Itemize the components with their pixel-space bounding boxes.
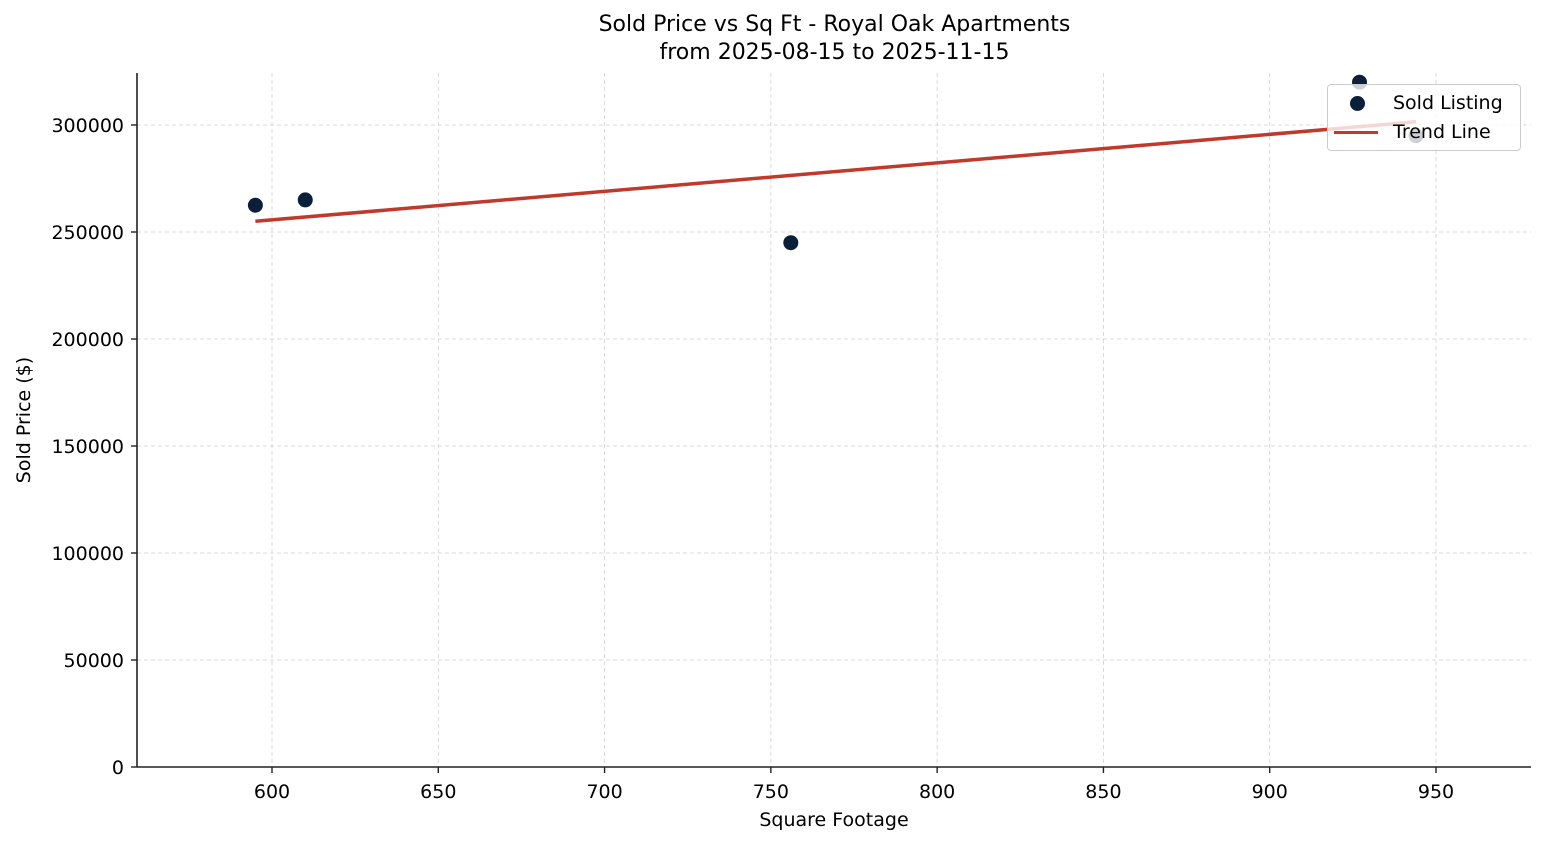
y-tick-label: 0 [112, 757, 124, 779]
line-icon [1334, 130, 1378, 134]
chart-subtitle: from 2025-08-15 to 2025-11-15 [659, 40, 1010, 65]
y-tick-label: 250000 [51, 222, 124, 244]
legend: Sold Listing Trend Line [1327, 84, 1521, 151]
legend-item-sold-listing: Sold Listing [1328, 89, 1520, 117]
data-point [783, 235, 799, 251]
x-tick-label: 750 [753, 781, 789, 803]
x-axis-label: Square Footage [759, 809, 908, 831]
legend-item-trend-line: Trend Line [1328, 118, 1520, 146]
chart-title-main: Sold Price vs Sq Ft - Royal Oak Apartmen… [598, 12, 1071, 37]
y-axis-label: Sold Price ($) [13, 357, 35, 483]
data-point [247, 197, 263, 213]
x-tick-label: 600 [254, 781, 290, 803]
y-tick-label: 200000 [51, 329, 124, 351]
legend-label: Sold Listing [1393, 92, 1503, 114]
chart-title: Sold Price vs Sq Ft - Royal Oak Apartmen… [0, 11, 1547, 67]
x-tick-label: 700 [586, 781, 622, 803]
scatter-dot-icon [1350, 95, 1365, 111]
x-tick-label: 950 [1418, 781, 1454, 803]
trend-line [255, 120, 1417, 224]
y-tick-label: 150000 [51, 436, 124, 458]
x-tick-label: 800 [919, 781, 955, 803]
x-tick-label: 850 [1085, 781, 1121, 803]
y-tick-label: 50000 [64, 650, 124, 672]
y-tick-label: 100000 [51, 543, 124, 565]
x-tick-label: 650 [420, 781, 456, 803]
legend-label: Trend Line [1393, 121, 1491, 143]
data-point [297, 192, 313, 208]
y-tick-label: 300000 [51, 115, 124, 137]
x-tick-label: 900 [1252, 781, 1288, 803]
